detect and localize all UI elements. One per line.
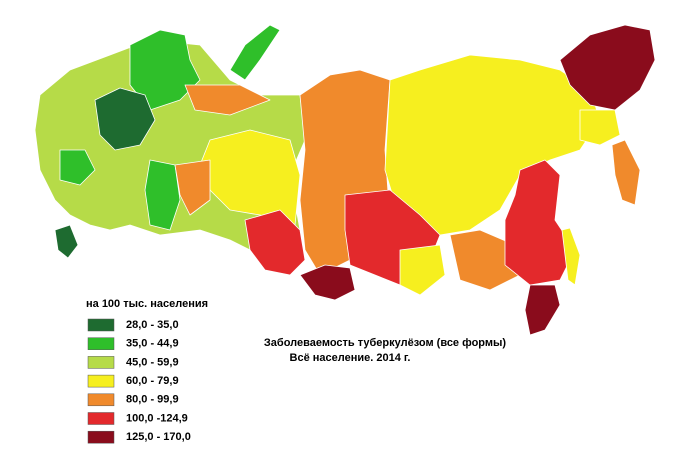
regions — [34, 24, 656, 336]
legend-swatch — [87, 430, 115, 444]
legend-swatch — [87, 356, 115, 369]
legend-label: 28,0 - 35,0 — [126, 319, 179, 331]
caption-line: Всё население. 2014 г. — [290, 352, 411, 364]
legend-label: 80,0 - 99,9 — [126, 394, 179, 406]
region — [54, 224, 79, 259]
region — [229, 24, 281, 81]
region — [94, 87, 156, 151]
region — [559, 24, 656, 111]
region — [561, 227, 581, 286]
legend: 28,0 - 35,0 35,0 - 44,9 45,0 - 59,9 60,0 - … — [87, 318, 191, 444]
legend-label: 125,0 - 170,0 — [126, 431, 191, 443]
legend-label: 100,0 -124,9 — [126, 412, 188, 424]
legend-title: на 100 тыс. населения — [86, 298, 208, 310]
region — [524, 284, 561, 336]
region — [579, 109, 621, 146]
legend-label: 35,0 - 44,9 — [126, 338, 179, 350]
legend-swatch — [87, 412, 115, 425]
region — [174, 159, 211, 216]
region — [384, 54, 601, 236]
legend-swatch — [87, 337, 115, 350]
legend-swatch — [87, 393, 115, 407]
region — [611, 139, 641, 206]
region — [504, 159, 576, 286]
region — [399, 244, 446, 296]
region — [184, 84, 271, 116]
region — [59, 149, 96, 186]
legend-swatch — [87, 374, 115, 388]
legend-label: 60,0 - 79,9 — [126, 375, 179, 387]
region — [244, 209, 306, 276]
caption-line: Заболеваемость туберкулёзом (все формы) — [264, 337, 507, 349]
region — [299, 264, 356, 301]
legend-label: 45,0 - 59,9 — [126, 356, 179, 368]
legend-swatch — [87, 318, 115, 332]
